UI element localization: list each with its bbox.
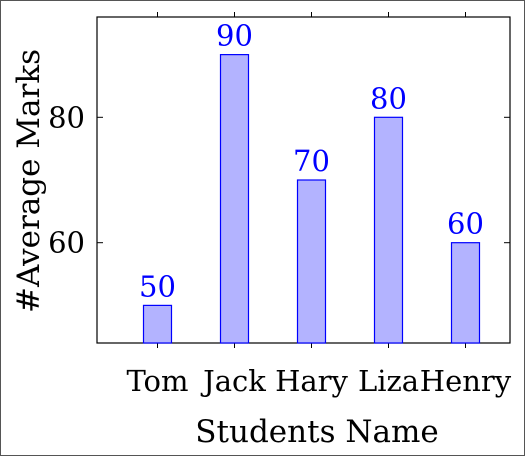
y-tick-label-80: 80 bbox=[48, 100, 85, 134]
x-tick-label-henry: Henry bbox=[420, 364, 512, 398]
value-label-hary: 70 bbox=[293, 144, 330, 178]
x-tick-label-tom: Tom bbox=[126, 364, 188, 398]
bars bbox=[142, 54, 481, 344]
x-tick-labels: Tom Jack Hary Liza Henry bbox=[126, 364, 511, 398]
value-label-jack: 90 bbox=[216, 19, 253, 53]
axis-ticks bbox=[97, 12, 510, 348]
y-tick-labels: 60 80 bbox=[48, 100, 85, 259]
x-axis-label: Students Name bbox=[195, 414, 438, 450]
y-axis-label: #Average Marks bbox=[11, 49, 47, 313]
value-labels: 50 90 70 80 60 bbox=[139, 19, 484, 304]
x-tick-label-liza: Liza bbox=[358, 364, 419, 398]
value-label-tom: 50 bbox=[139, 269, 176, 303]
x-tick-label-hary: Hary bbox=[275, 364, 348, 398]
value-label-liza: 80 bbox=[370, 81, 407, 115]
bar-liza bbox=[373, 116, 404, 344]
bar-tom bbox=[142, 304, 173, 344]
bar-jack bbox=[219, 54, 250, 344]
bar-henry bbox=[450, 242, 481, 344]
y-tick-label-60: 60 bbox=[48, 226, 85, 260]
bar-hary bbox=[296, 179, 327, 344]
x-tick-label-jack: Jack bbox=[200, 364, 266, 398]
value-label-henry: 60 bbox=[447, 207, 484, 241]
